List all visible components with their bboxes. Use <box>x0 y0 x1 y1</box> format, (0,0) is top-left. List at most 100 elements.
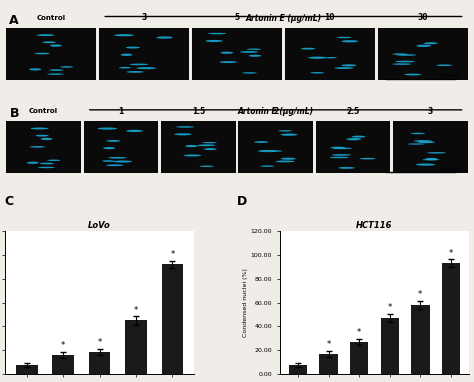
Ellipse shape <box>106 164 124 166</box>
Ellipse shape <box>325 57 337 58</box>
Ellipse shape <box>416 45 431 47</box>
Ellipse shape <box>200 165 214 167</box>
Ellipse shape <box>174 133 192 135</box>
Ellipse shape <box>424 42 438 44</box>
Bar <box>289 365 307 374</box>
Text: *: * <box>170 250 174 259</box>
Text: 3: 3 <box>141 13 147 23</box>
Ellipse shape <box>308 57 327 59</box>
Ellipse shape <box>360 158 375 159</box>
Ellipse shape <box>60 66 73 68</box>
Text: *: * <box>61 342 65 350</box>
Text: 3: 3 <box>428 107 433 116</box>
Text: Control: Control <box>36 15 66 21</box>
Bar <box>319 354 338 374</box>
Ellipse shape <box>275 160 295 162</box>
Ellipse shape <box>102 160 114 162</box>
Ellipse shape <box>240 51 258 53</box>
Ellipse shape <box>202 142 217 143</box>
Ellipse shape <box>341 64 356 66</box>
Bar <box>442 263 460 374</box>
Ellipse shape <box>392 63 411 65</box>
Bar <box>52 355 74 374</box>
Ellipse shape <box>183 154 201 157</box>
Bar <box>162 264 183 374</box>
Ellipse shape <box>119 67 131 68</box>
Ellipse shape <box>156 36 173 39</box>
Text: 50 μm: 50 μm <box>440 167 460 172</box>
Ellipse shape <box>332 147 352 149</box>
Bar <box>350 342 368 374</box>
Bar <box>16 365 37 374</box>
Text: *: * <box>327 340 331 349</box>
Title: LoVo: LoVo <box>88 221 111 230</box>
Ellipse shape <box>114 34 134 36</box>
Ellipse shape <box>352 136 365 138</box>
Ellipse shape <box>38 167 55 168</box>
Bar <box>192 28 282 80</box>
Ellipse shape <box>338 167 355 169</box>
Ellipse shape <box>416 163 435 166</box>
Ellipse shape <box>242 72 257 74</box>
Text: C: C <box>5 195 14 208</box>
Text: Control: Control <box>29 108 58 114</box>
Ellipse shape <box>337 37 351 38</box>
Ellipse shape <box>332 154 351 156</box>
Ellipse shape <box>176 126 194 128</box>
Text: A: A <box>9 14 19 27</box>
Ellipse shape <box>120 53 133 56</box>
Ellipse shape <box>281 134 298 136</box>
Bar <box>381 318 399 374</box>
Ellipse shape <box>437 65 452 66</box>
Ellipse shape <box>106 140 120 142</box>
Ellipse shape <box>43 41 56 43</box>
Bar <box>6 121 81 173</box>
Ellipse shape <box>254 141 268 143</box>
Ellipse shape <box>335 67 354 69</box>
Ellipse shape <box>346 138 361 140</box>
Ellipse shape <box>219 61 237 63</box>
Ellipse shape <box>40 163 54 164</box>
Ellipse shape <box>408 143 425 145</box>
Text: *: * <box>449 249 453 257</box>
Ellipse shape <box>47 73 64 75</box>
Ellipse shape <box>130 63 148 65</box>
Ellipse shape <box>30 146 45 148</box>
Ellipse shape <box>392 53 408 55</box>
Ellipse shape <box>208 33 226 34</box>
Ellipse shape <box>341 40 358 42</box>
Ellipse shape <box>47 160 60 161</box>
Ellipse shape <box>258 150 276 152</box>
Ellipse shape <box>41 138 53 140</box>
Bar <box>161 121 236 173</box>
Ellipse shape <box>418 141 435 143</box>
Text: *: * <box>418 290 422 299</box>
Text: 50 μm: 50 μm <box>440 73 460 78</box>
Ellipse shape <box>31 128 48 129</box>
Ellipse shape <box>414 140 432 142</box>
Ellipse shape <box>204 148 217 150</box>
Ellipse shape <box>27 162 39 164</box>
Ellipse shape <box>422 159 439 160</box>
Ellipse shape <box>98 128 117 129</box>
Ellipse shape <box>278 130 292 131</box>
Text: *: * <box>98 338 101 347</box>
Bar <box>89 351 110 374</box>
Text: D: D <box>237 195 247 208</box>
Ellipse shape <box>396 54 416 56</box>
Text: 5: 5 <box>235 13 239 23</box>
Text: B: B <box>9 107 19 120</box>
Text: 30: 30 <box>418 13 428 23</box>
Bar <box>285 28 375 80</box>
Ellipse shape <box>126 47 140 49</box>
Text: Artonin E (μg/mL): Artonin E (μg/mL) <box>246 14 321 23</box>
Ellipse shape <box>281 158 296 160</box>
Text: *: * <box>357 328 361 337</box>
Ellipse shape <box>310 72 324 73</box>
Bar <box>316 121 391 173</box>
Bar <box>411 305 429 374</box>
Ellipse shape <box>395 61 415 62</box>
Ellipse shape <box>249 55 261 57</box>
Ellipse shape <box>137 67 156 69</box>
Text: 1.5: 1.5 <box>191 107 205 116</box>
